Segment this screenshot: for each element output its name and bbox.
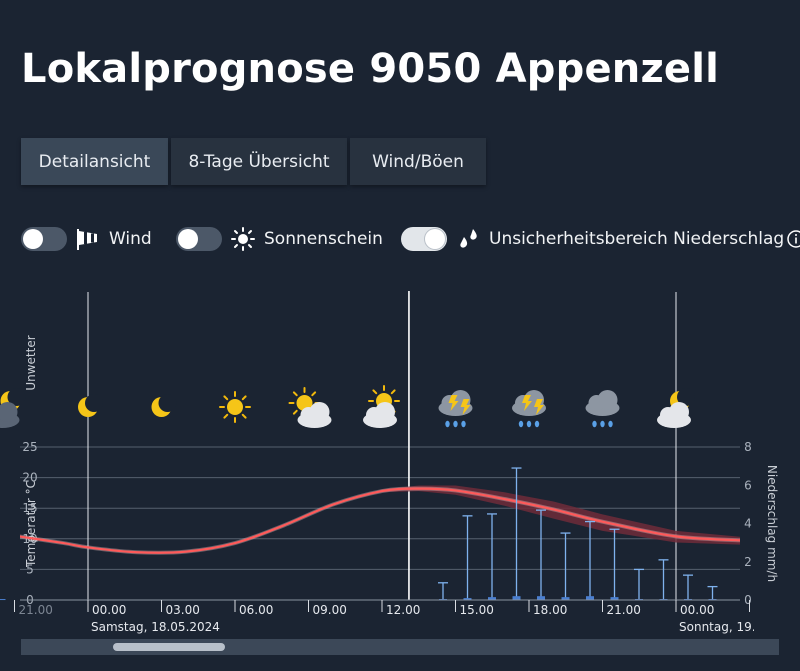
toggle-unsicherheitsbereich: Unsicherheitsbereich Niederschlag <box>401 223 784 255</box>
tab-detailansicht[interactable]: Detailansicht <box>21 138 168 185</box>
y-tick-left: 5 <box>26 562 34 576</box>
y-tick-right: 0 <box>744 593 752 607</box>
scrollbar-thumb[interactable] <box>113 643 225 651</box>
toggle-sonnenschein-label: Sonnenschein <box>264 229 383 249</box>
toggle-sonnenschein: Sonnenschein <box>176 223 383 255</box>
day-label: Samstag, 18.05.2024 <box>91 620 220 634</box>
axis-mask <box>754 602 800 635</box>
temperature-line <box>20 487 740 554</box>
cloudy-night-icon <box>0 388 26 428</box>
chart-scrollbar[interactable] <box>21 639 779 655</box>
toggle-unsicherheitsbereich-label: Unsicherheitsbereich Niederschlag <box>489 229 785 249</box>
toggle-wind-label: Wind <box>109 229 152 249</box>
x-tick-label: 15.00 <box>460 603 494 617</box>
windsock-icon <box>77 229 97 250</box>
y-tick-left: 15 <box>22 501 37 515</box>
thunderstorm-rain-icon <box>438 390 473 428</box>
y-tick-right: 4 <box>744 517 752 531</box>
sun-behind-cloud-icon <box>363 385 400 428</box>
thunderstorm-rain-icon <box>512 390 546 428</box>
y-axis-label-left: Temperatur °C <box>24 480 38 568</box>
y-tick-right: 8 <box>744 440 752 454</box>
wind-switch[interactable] <box>21 227 67 251</box>
x-tick-label: 21.00 <box>607 603 641 617</box>
temperature-band <box>20 485 740 553</box>
precip-bar <box>586 596 594 600</box>
precip-bar <box>0 599 6 601</box>
y-tick-left: 25 <box>22 440 37 454</box>
moon-cloud-icon <box>657 388 695 428</box>
x-tick-label: 21.00 <box>19 603 53 617</box>
x-tick-label: 03.00 <box>166 603 200 617</box>
layer-toggles: Wind Sonnenschein Unsicherheitsbereich N… <box>21 223 800 255</box>
info-icon[interactable] <box>787 230 800 248</box>
unwetter-label: Unwetter <box>24 335 38 390</box>
tab-wind-boeen[interactable]: Wind/Böen <box>350 138 486 185</box>
moon-icon <box>78 394 103 417</box>
sun-cloud-icon <box>288 387 332 428</box>
toggle-wind: Wind <box>21 223 152 255</box>
moon-icon <box>151 394 177 417</box>
y-tick-left: 20 <box>22 471 37 485</box>
x-tick-label: 09.00 <box>313 603 347 617</box>
sun-icon <box>231 227 255 251</box>
y-tick-right: 2 <box>744 555 752 569</box>
x-tick-label: 06.00 <box>239 603 273 617</box>
precip-bar <box>463 598 472 600</box>
sunshine-switch[interactable] <box>176 227 222 251</box>
x-tick-label: 18.00 <box>533 603 567 617</box>
precip-bar <box>512 596 521 600</box>
view-tabs: Detailansicht 8-Tage Übersicht Wind/Böen <box>21 138 486 185</box>
sun-icon <box>219 391 251 423</box>
tab-8-tage-uebersicht[interactable]: 8-Tage Übersicht <box>171 138 347 185</box>
uncertainty-switch[interactable] <box>401 227 447 251</box>
precip-bar <box>561 597 570 600</box>
temperature-line-glow <box>20 486 740 555</box>
page-title: Lokalprognose 9050 Appenzell <box>21 46 720 92</box>
precip-bar <box>537 596 545 600</box>
rain-cloud-icon <box>585 390 620 428</box>
x-tick-label: 00.00 <box>92 603 126 617</box>
y-axis-label-right: Niederschlag mm/h <box>765 465 779 582</box>
x-tick-label: 12.00 <box>386 603 420 617</box>
y-tick-right: 6 <box>744 478 752 492</box>
precip-bar <box>610 597 619 600</box>
precip-bar <box>488 597 496 600</box>
x-tick-label: 00.00 <box>680 603 714 617</box>
raindrops-icon <box>460 229 477 248</box>
